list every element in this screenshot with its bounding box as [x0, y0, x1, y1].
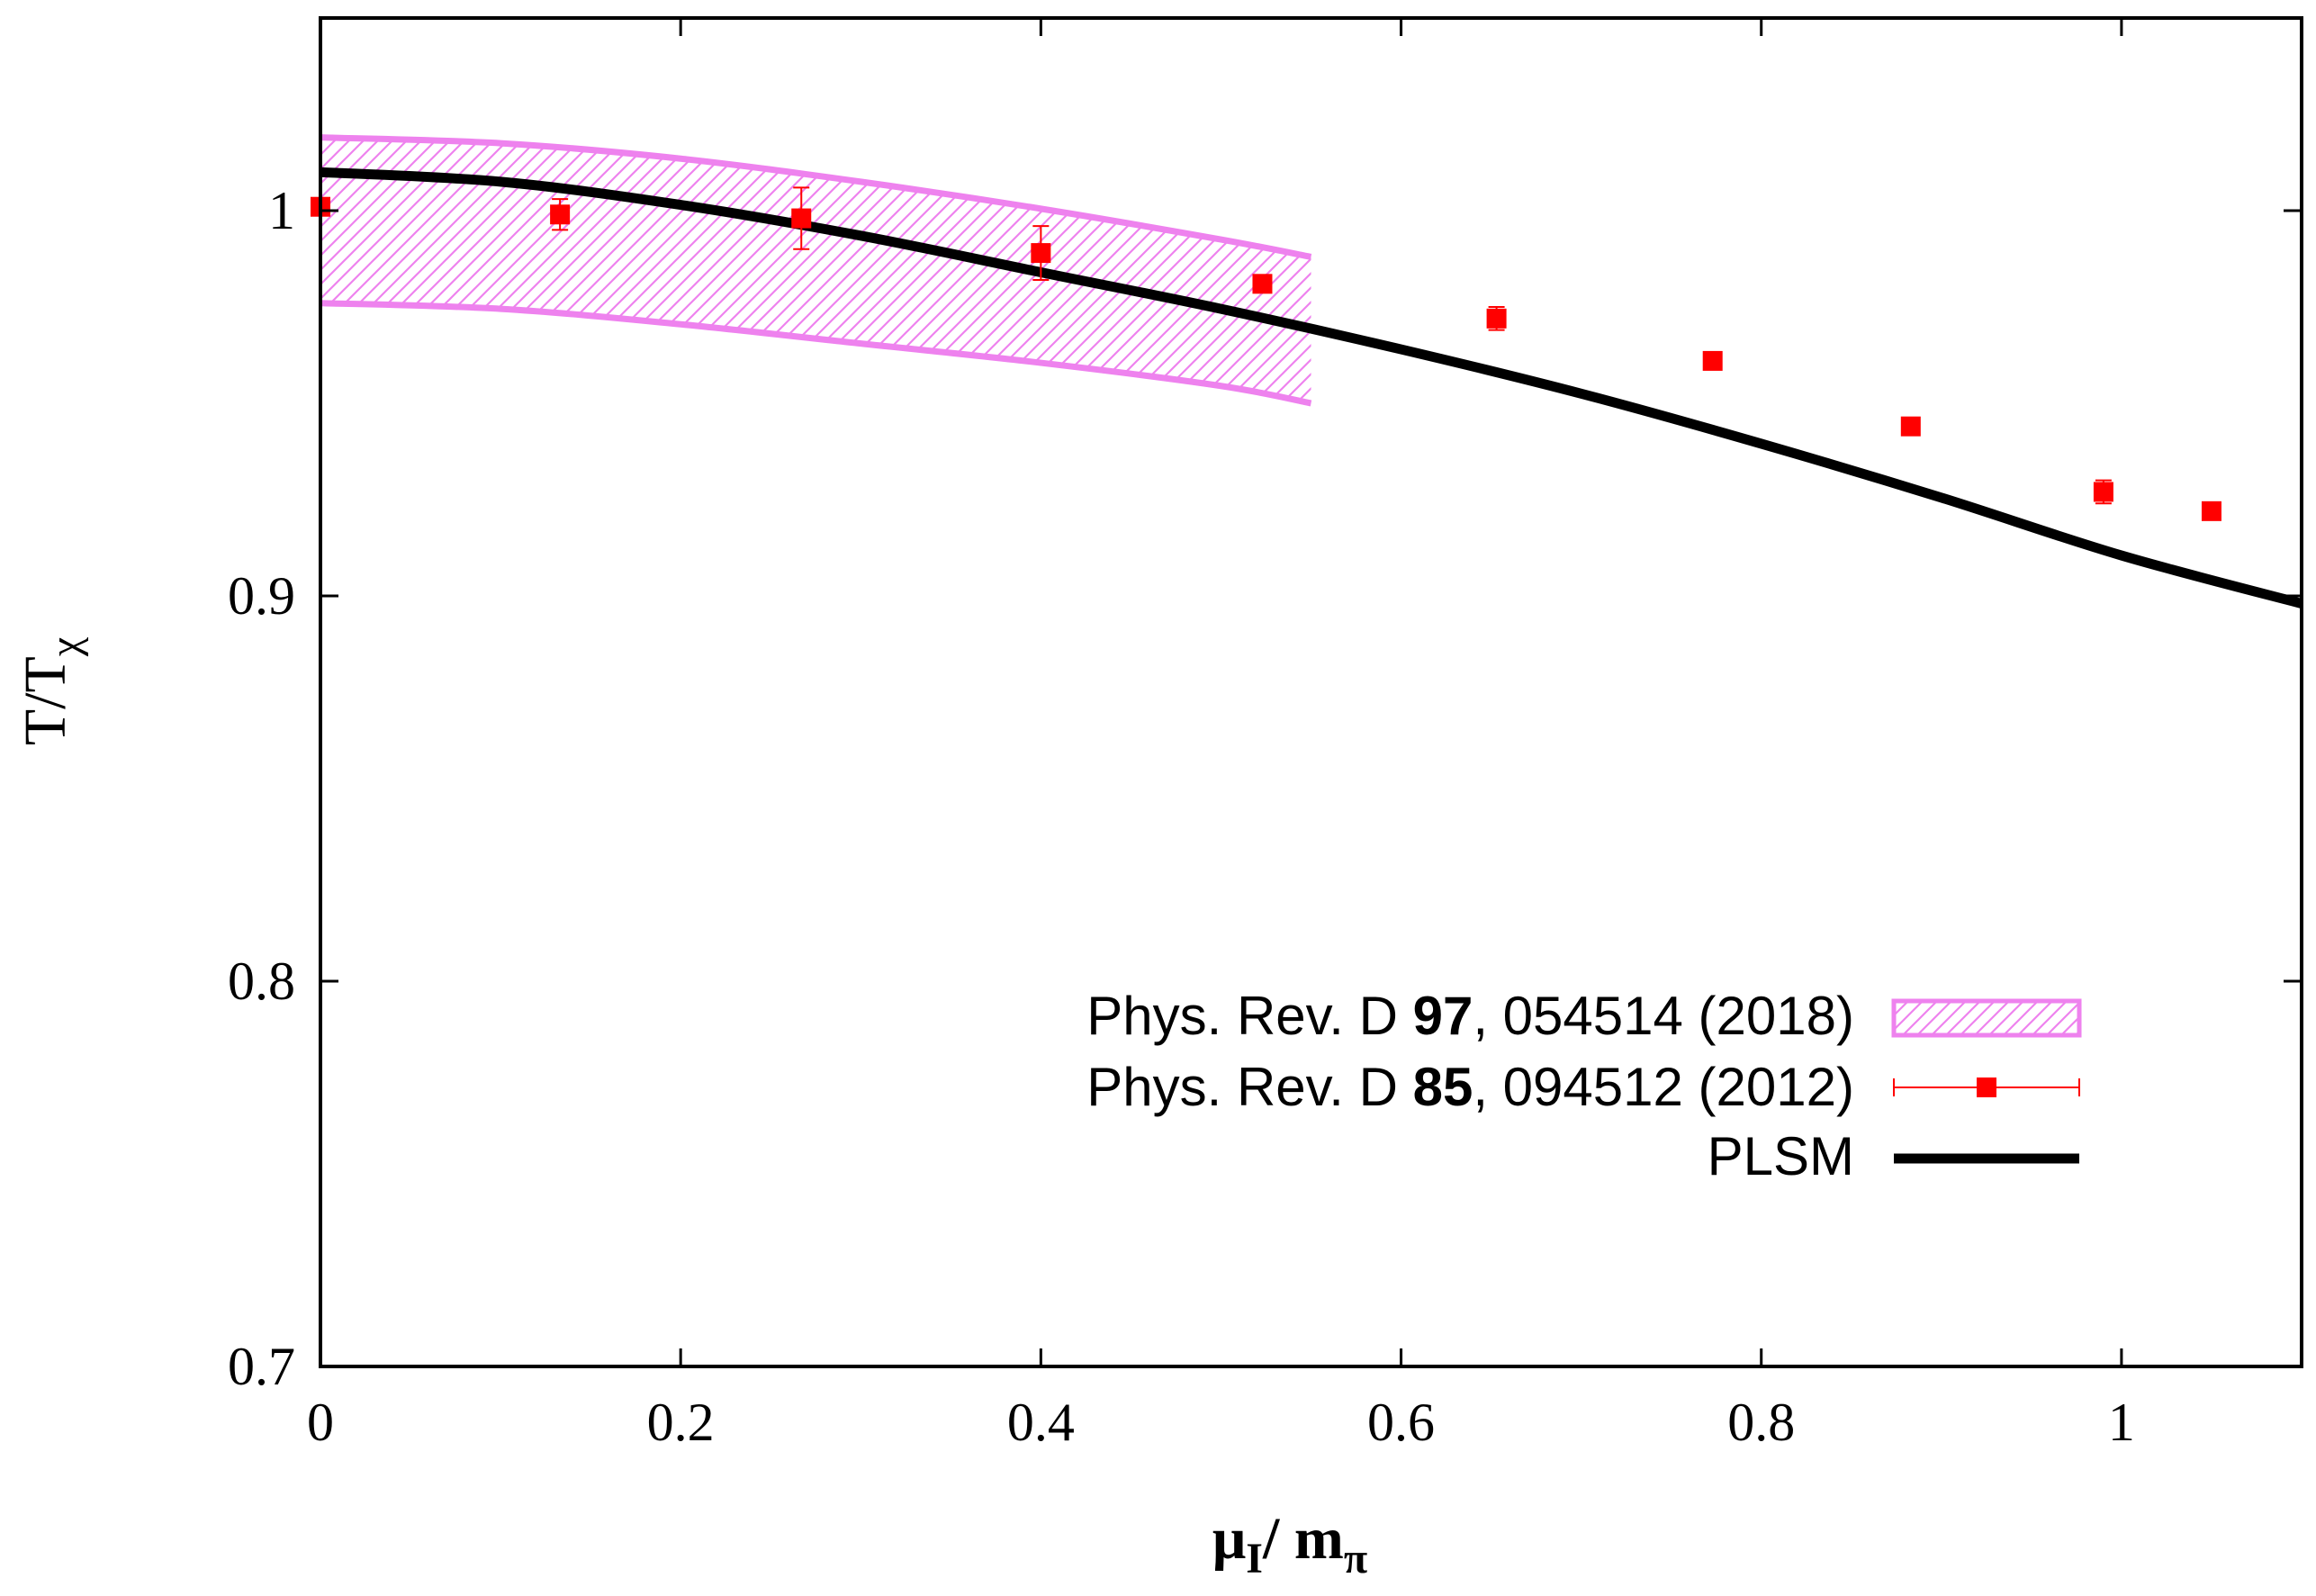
band-upper-edge [320, 134, 1312, 260]
data-marker [791, 208, 812, 229]
data-marker [1252, 274, 1273, 294]
x-tick-label: 0.6 [1367, 1393, 1435, 1452]
band-fill [320, 137, 1311, 403]
x-axis-label-mid: / m [1262, 1506, 1344, 1572]
x-tick-label: 0.2 [647, 1393, 715, 1452]
ticks-layer: 0 0.2 0.4 0.6 0.8 1 0.7 0.8 0.9 1 [228, 18, 2302, 1452]
legend: Phys. Rev. D 97, 054514 (2018) Phys. Rev… [1086, 986, 2082, 1186]
legend-swatch-points [1893, 1078, 2080, 1097]
band-lower-edge [320, 300, 1312, 407]
plsm-line [320, 167, 2302, 609]
data-point [791, 186, 812, 250]
data-point [1031, 225, 1051, 282]
data-marker [1900, 416, 1921, 437]
x-tick-label: 0 [307, 1393, 334, 1452]
data-point [2093, 479, 2113, 505]
plot-frame [319, 16, 2303, 1368]
x-tick-label: 1 [2108, 1393, 2135, 1452]
x-tick-label: 0.4 [1007, 1393, 1075, 1452]
y-axis-label-base: T/T [13, 656, 78, 745]
data-marker [1702, 350, 1723, 371]
legend-label-band: Phys. Rev. D 97, 054514 (2018) [1086, 986, 1854, 1046]
y-axis-label-sub: χ [41, 636, 89, 657]
data-point [1486, 306, 1507, 331]
x-axis-label: μI/ mπ [1212, 1506, 1367, 1582]
legend-swatch-band [1891, 998, 2082, 1038]
x-axis-label-sub: I [1246, 1535, 1263, 1582]
y-tick-label: 0.8 [228, 951, 295, 1011]
data-marker [1486, 308, 1507, 329]
y-tick-label: 0.9 [228, 566, 295, 626]
data-marker [2201, 500, 2221, 521]
data-point [1252, 274, 1273, 294]
y-tick-label: 1 [268, 181, 295, 240]
legend-label-points: Phys. Rev. D 85, 094512 (2012) [1086, 1057, 1854, 1117]
x-axis-label-base: μ [1212, 1506, 1246, 1572]
curve-layer [320, 167, 2302, 609]
data-point [2201, 500, 2221, 521]
x-axis-label-sub2: π [1344, 1535, 1367, 1582]
x-tick-label: 0.8 [1727, 1393, 1795, 1452]
points-layer [311, 186, 2221, 521]
data-marker [2093, 482, 2113, 502]
data-marker [550, 204, 571, 225]
data-point [1900, 416, 1921, 437]
legend-label-line: PLSM [1708, 1126, 1854, 1186]
band-layer [320, 134, 1312, 407]
data-point [550, 198, 571, 231]
data-marker [1031, 243, 1051, 264]
data-point [1702, 350, 1723, 371]
y-axis-label: T/Tχ [13, 636, 89, 745]
y-tick-label: 0.7 [228, 1337, 295, 1396]
